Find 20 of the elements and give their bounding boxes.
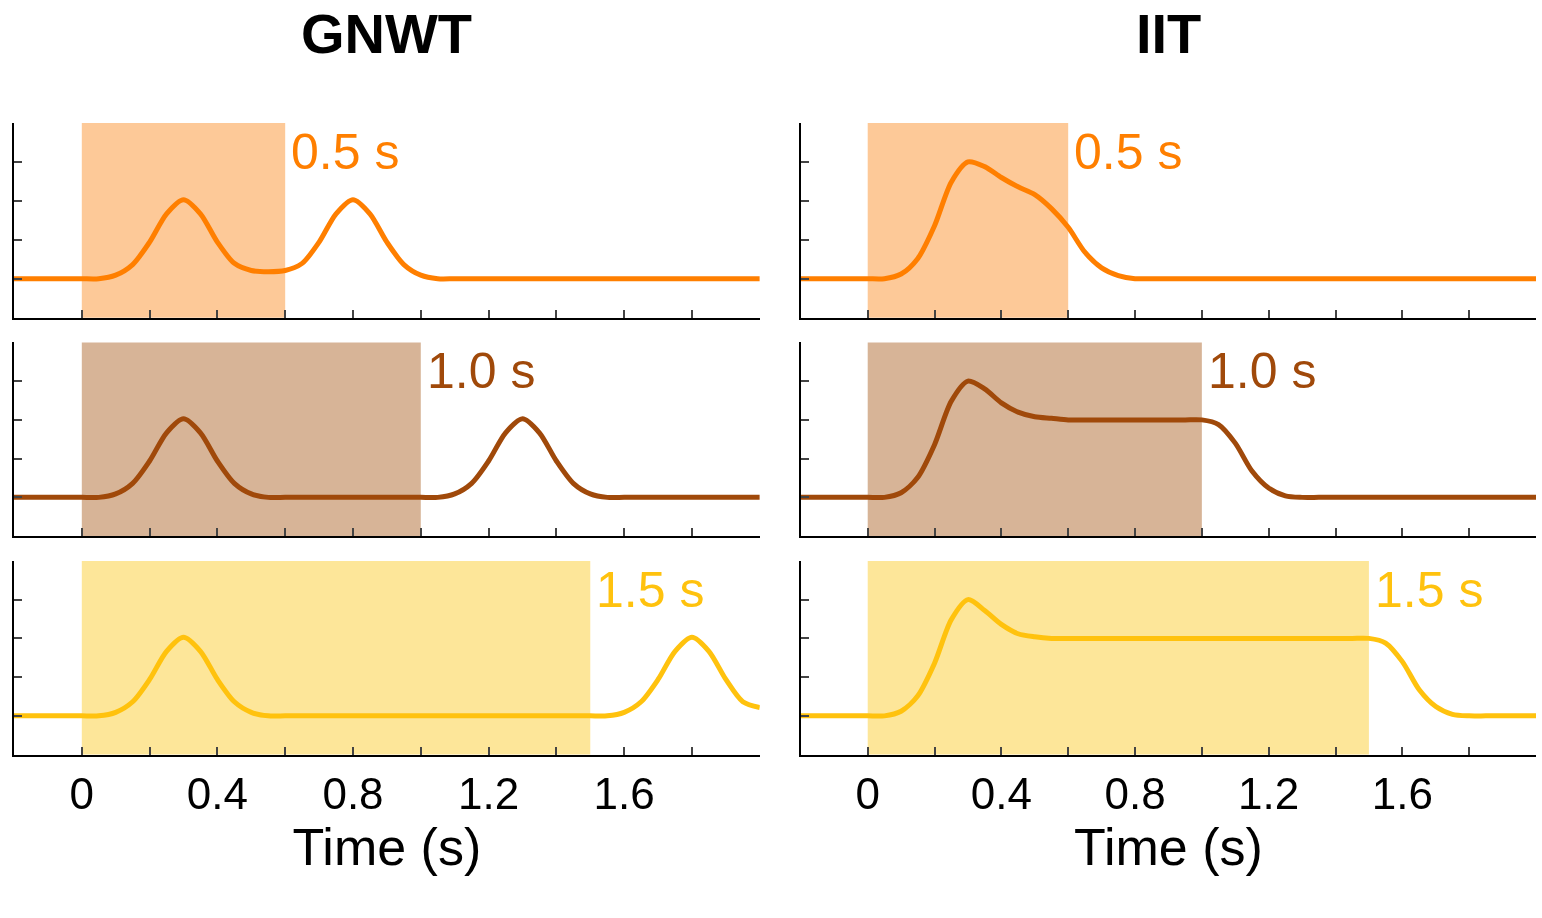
x-tick-label: 1.2 — [458, 769, 520, 819]
x-tick-label: 1.6 — [593, 769, 655, 819]
band-label: 1.0 s — [427, 343, 536, 399]
chart-title: GNWT — [301, 2, 473, 65]
x-tick-label: 0 — [855, 769, 880, 819]
band-label: 1.0 s — [1208, 343, 1317, 399]
x-tick-label: 0 — [69, 769, 95, 819]
x-tick-label: 0.4 — [186, 769, 248, 819]
x-tick-label: 0.4 — [970, 769, 1032, 819]
x-axis-title: Time (s) — [1074, 818, 1263, 877]
band-label: 1.5 s — [596, 562, 705, 618]
x-tick-label: 0.8 — [1104, 769, 1166, 819]
band-label: 1.5 s — [1375, 562, 1484, 618]
chart-title: IIT — [1136, 2, 1202, 65]
x-tick-label: 1.6 — [1371, 769, 1433, 819]
band-label: 0.5 s — [291, 124, 400, 180]
x-tick-label: 1.2 — [1238, 769, 1300, 819]
x-axis-title: Time (s) — [292, 818, 482, 877]
x-tick-label: 0.8 — [322, 769, 384, 819]
band-label: 0.5 s — [1074, 124, 1183, 180]
